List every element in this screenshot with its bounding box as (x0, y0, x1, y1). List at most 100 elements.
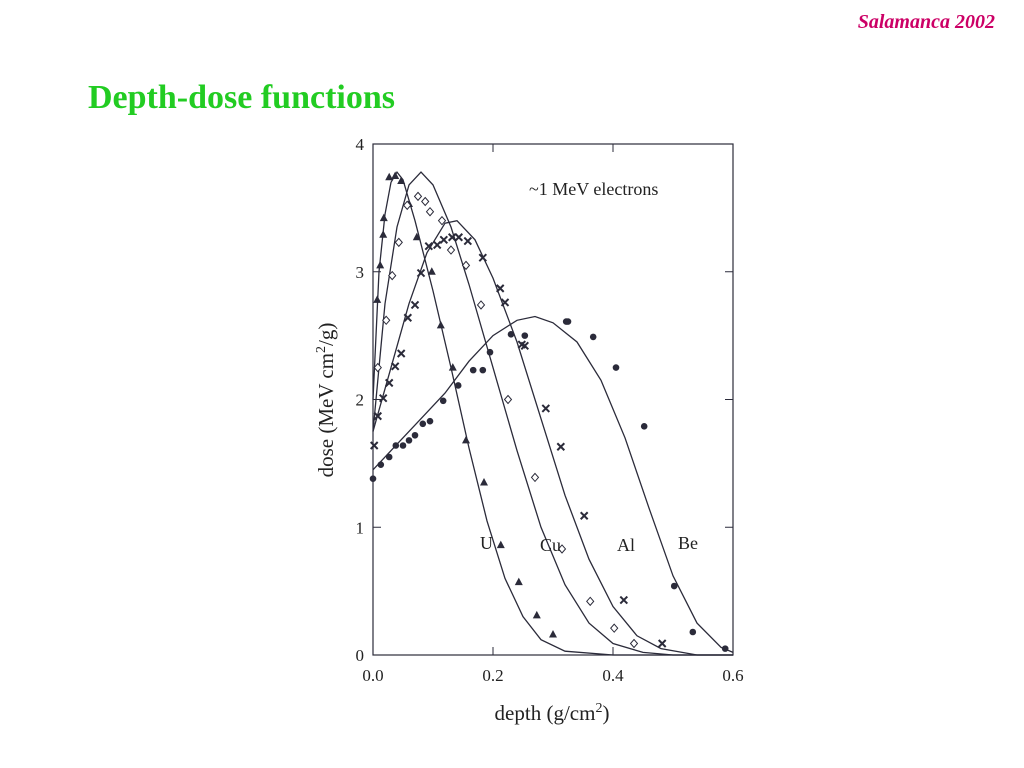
x-label-sup: 2 (595, 701, 602, 716)
slide-title: Depth-dose functions (88, 79, 395, 116)
marker (612, 364, 620, 371)
y-tick-label: 4 (356, 135, 365, 154)
marker (376, 260, 385, 269)
marker (369, 475, 377, 483)
marker (391, 171, 400, 179)
marker (392, 442, 400, 449)
marker (424, 241, 434, 251)
marker (373, 362, 382, 373)
marker (397, 176, 406, 185)
marker (462, 435, 470, 444)
marker (385, 453, 393, 461)
fit-curve (372, 171, 733, 656)
marker (439, 235, 449, 245)
marker (461, 260, 471, 271)
marker (689, 628, 697, 636)
x-axis-label: depth (g/cm2) (495, 701, 610, 725)
marker (507, 331, 515, 338)
x-tick-label: 0.4 (602, 666, 624, 685)
marker (448, 363, 457, 371)
marker (405, 437, 413, 444)
fit-curve (372, 170, 733, 656)
marker (557, 544, 567, 554)
marker (432, 240, 442, 250)
marker (439, 397, 447, 405)
plot-frame (372, 143, 734, 656)
series-label: Al (617, 535, 635, 555)
marker (426, 417, 434, 425)
marker (396, 349, 406, 358)
series-label: Cu (540, 535, 561, 555)
marker (411, 431, 419, 439)
marker (579, 511, 589, 520)
marker (657, 639, 667, 648)
marker (556, 442, 566, 451)
marker (382, 315, 391, 326)
marker (469, 366, 477, 374)
x-tick-label: 0.6 (722, 666, 743, 685)
marker (378, 394, 388, 403)
marker (412, 232, 421, 241)
marker (421, 196, 430, 207)
y-axis-label: dose (MeV cm2/g) (314, 323, 338, 478)
marker (586, 596, 595, 607)
marker (486, 348, 494, 356)
marker (384, 378, 394, 388)
marker (425, 206, 435, 217)
marker (476, 300, 486, 310)
fit-curve (372, 315, 734, 653)
marker (369, 441, 379, 450)
marker (564, 318, 572, 325)
marker (454, 233, 464, 242)
marker (670, 582, 678, 590)
marker (610, 623, 619, 633)
marker (379, 230, 388, 238)
series-label: U (480, 533, 493, 553)
marker (514, 577, 523, 586)
marker (480, 478, 488, 486)
fit-curve (372, 219, 733, 656)
y-tick-label: 2 (356, 391, 365, 410)
marker (373, 411, 383, 421)
x-label-part: ) (602, 701, 609, 725)
x-label-part: depth (g/cm (495, 701, 596, 725)
marker (446, 245, 456, 255)
marker (521, 332, 529, 339)
marker (541, 404, 551, 413)
marker (427, 267, 436, 275)
marker (437, 215, 447, 226)
x-tick-label: 0.0 (362, 666, 383, 685)
marker (500, 298, 510, 307)
marker (721, 645, 729, 652)
marker (495, 284, 505, 293)
marker (549, 630, 557, 638)
marker (447, 233, 457, 242)
marker (413, 191, 423, 202)
x-tick-label: 0.2 (482, 666, 503, 685)
marker (410, 300, 420, 310)
marker (403, 200, 412, 211)
marker (399, 442, 407, 449)
annotation: ~1 MeV electrons (529, 179, 658, 199)
y-tick-label: 1 (356, 518, 365, 537)
y-label-sup: 2 (314, 346, 329, 353)
marker (390, 362, 400, 371)
marker (640, 423, 648, 430)
marker (454, 382, 462, 389)
marker (629, 638, 639, 649)
marker (385, 172, 394, 181)
marker (388, 270, 397, 281)
marker (403, 313, 413, 322)
slide-note: Salamanca 2002 (858, 11, 995, 33)
marker (478, 253, 488, 262)
marker (619, 595, 629, 605)
marker (373, 295, 382, 303)
marker (496, 540, 505, 549)
marker (589, 333, 597, 341)
marker (416, 268, 426, 278)
marker (479, 366, 487, 374)
marker (436, 320, 445, 329)
y-tick-label: 0 (356, 646, 365, 665)
marker (532, 610, 541, 619)
